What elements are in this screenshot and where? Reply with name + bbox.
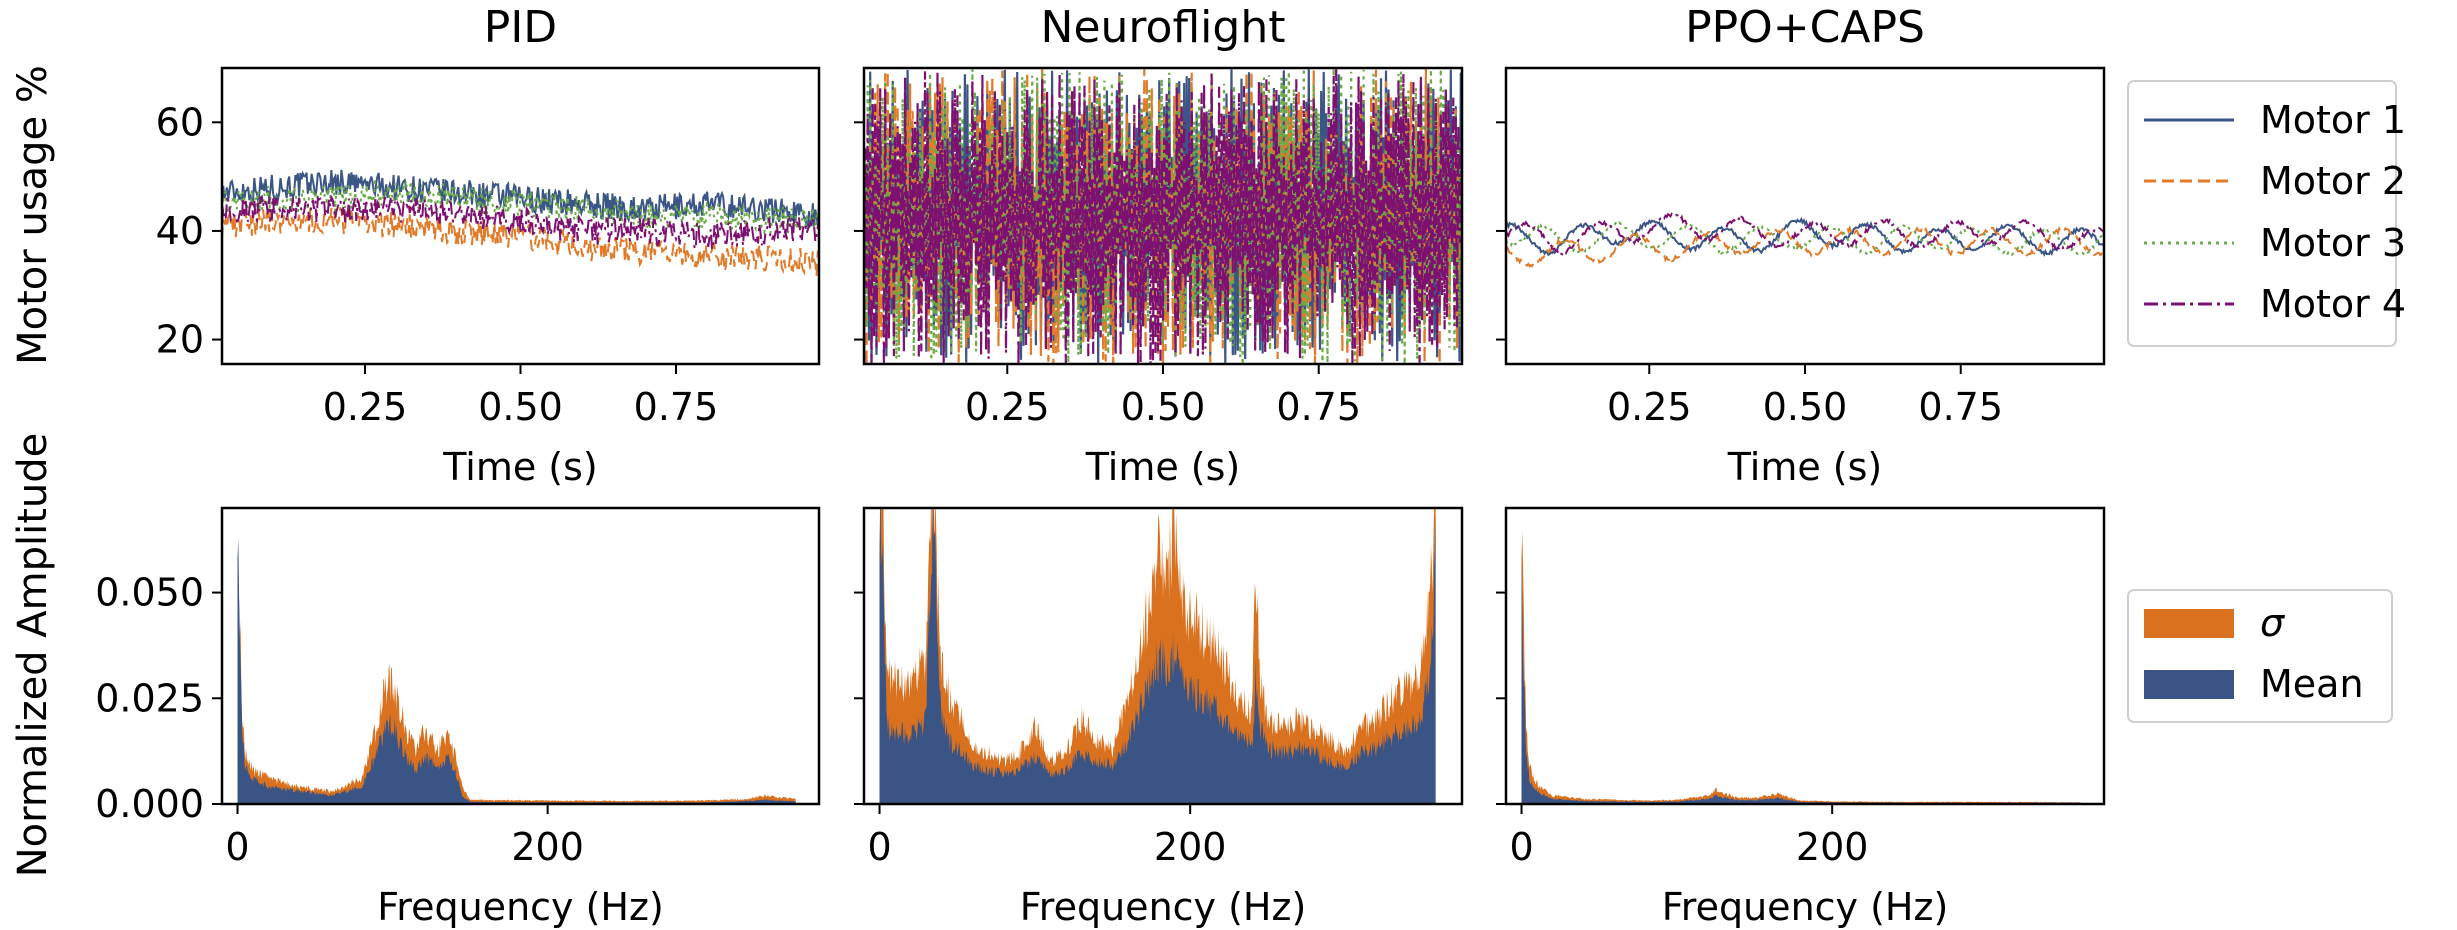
x-tick-label: 0.50 — [1763, 385, 1848, 429]
axes-frame — [1504, 66, 2106, 366]
series-motor-3-line — [222, 180, 819, 237]
series-sigma-area — [237, 558, 796, 804]
x-tick-label: 0 — [225, 825, 249, 869]
x-tick-label: 0.25 — [965, 385, 1050, 429]
y-tick-label: 0.050 — [95, 571, 204, 615]
legend-mean-entry: Mean — [2144, 662, 2364, 706]
y-tick-label: 20 — [156, 318, 204, 362]
x-tick-label: 0.50 — [478, 385, 563, 429]
plot-area-3 — [1506, 212, 2104, 268]
x-axis-label: Time (s) — [1727, 445, 1883, 489]
series-motor-4-line — [864, 68, 1462, 364]
series-mean-area — [1521, 558, 2081, 804]
x-tick-label: 200 — [511, 825, 584, 869]
axes-frame — [220, 66, 821, 366]
y-tick-label: 40 — [156, 209, 204, 253]
series-mean-area — [879, 508, 1436, 804]
x-tick-label: 200 — [1796, 825, 1869, 869]
legend-motor-3-label: Motor 3 — [2260, 221, 2406, 265]
x-tick-label: 0.75 — [634, 385, 719, 429]
y-tick-label: 0.025 — [95, 676, 204, 720]
panel-title: Neuroflight — [1041, 2, 1286, 53]
series-sigma-area — [1521, 530, 2081, 804]
panel-5: 0 200 Frequency (Hz) — [854, 506, 1464, 929]
x-tick-label: 200 — [1154, 825, 1227, 869]
legend-motors: Motor 1 Motor 2 Motor 3 Motor 4 — [2127, 80, 2406, 347]
x-tick-label: 0.75 — [1918, 385, 2003, 429]
x-tick-label: 0.50 — [1121, 385, 1206, 429]
legend-motor-1-label: Motor 1 — [2260, 98, 2406, 142]
panel-title: PPO+CAPS — [1685, 2, 1925, 53]
series-motor-1-line — [222, 169, 819, 229]
series-mean-area — [237, 537, 796, 804]
legend-motors-entry-1: Motor 1 — [2144, 98, 2406, 142]
panel-4: 0 200 0.000 0.025 0.050 Frequency (Hz) — [95, 506, 821, 929]
legend-motors-entry-4: Motor 4 — [2144, 282, 2406, 326]
series-motor-4-line — [1506, 212, 2104, 257]
panel-2: 0.25 0.50 0.75 Neuroflight Time (s) — [854, 2, 1464, 489]
legend-spectrum: σ Mean — [2127, 589, 2393, 723]
x-tick-label: 0 — [1509, 825, 1533, 869]
legend-motors-frame — [2127, 80, 2397, 347]
axes-frame — [862, 66, 1464, 366]
x-axis-label: Frequency (Hz) — [1020, 885, 1307, 929]
bottom-row-ylabel: Normalized Amplitude — [10, 433, 56, 878]
legend-sigma-swatch — [2144, 609, 2234, 638]
plot-area-6 — [1521, 530, 2081, 804]
legend-motor-2-label: Motor 2 — [2260, 159, 2406, 203]
panels: 0.25 0.50 0.75 20 40 60 PID Time (s) 0.25 0.50 0.7… — [95, 2, 2106, 929]
series-motor-1-line — [1506, 216, 2104, 257]
y-tick-label: 0.000 — [95, 782, 204, 826]
x-tick-label: 0.75 — [1276, 385, 1361, 429]
y-tick-label: 60 — [156, 100, 204, 144]
series-motor-2-line — [864, 68, 1462, 364]
panel-1: 0.25 0.50 0.75 20 40 60 PID Time (s) — [156, 2, 821, 489]
panel-title: PID — [484, 2, 557, 53]
x-axis-label: Time (s) — [442, 445, 598, 489]
x-tick-label: 0.25 — [1607, 385, 1692, 429]
x-tick-label: 0 — [867, 825, 891, 869]
x-tick-label: 0.25 — [323, 385, 408, 429]
x-axis-label: Time (s) — [1085, 445, 1241, 489]
axes-frame — [1504, 506, 2106, 806]
plot-area-5 — [879, 508, 1436, 804]
plot-area-2 — [864, 68, 1462, 364]
legend-motors-entry-2: Motor 2 — [2144, 159, 2406, 203]
x-axis-label: Frequency (Hz) — [377, 885, 664, 929]
series-motor-2-line — [1506, 224, 2104, 268]
legend-motors-entry-3: Motor 3 — [2144, 221, 2406, 265]
legend-mean-label: Mean — [2260, 662, 2364, 706]
series-sigma-area — [879, 508, 1436, 804]
plot-area-1 — [222, 169, 819, 277]
legend-sigma-label: σ — [2260, 601, 2286, 645]
plot-area-4 — [237, 537, 796, 804]
series-motor-3-line — [1506, 220, 2104, 258]
legend-sigma-entry: σ — [2144, 601, 2286, 645]
legend-mean-swatch — [2144, 670, 2234, 699]
axes-frame — [220, 506, 821, 806]
panel-3: 0.25 0.50 0.75 PPO+CAPS Time (s) — [1496, 2, 2106, 489]
top-row-ylabel: Motor usage % — [10, 65, 56, 365]
legend-motor-4-label: Motor 4 — [2260, 282, 2406, 326]
x-axis-label: Frequency (Hz) — [1662, 885, 1949, 929]
panel-6: 0 200 Frequency (Hz) — [1496, 506, 2106, 929]
axes-frame — [862, 506, 1464, 806]
